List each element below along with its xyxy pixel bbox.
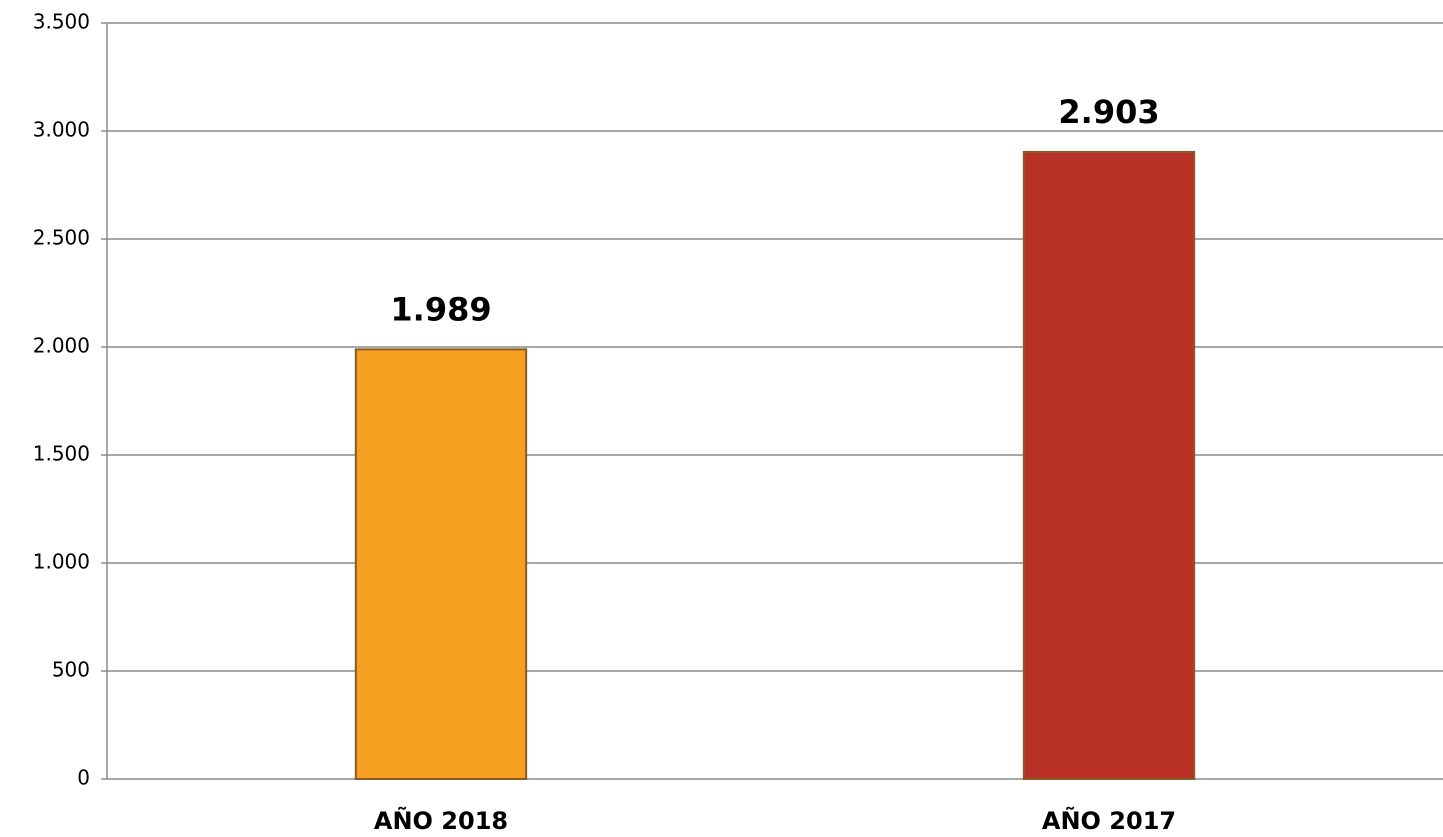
- bar: [1022, 150, 1196, 780]
- y-tick-label: 1.500: [33, 442, 90, 466]
- bar: [354, 348, 528, 780]
- y-tick-label: 2.000: [33, 334, 90, 358]
- y-tick-label: 500: [52, 658, 90, 682]
- y-tick-label: 1.000: [33, 550, 90, 574]
- y-tick-label: 2.500: [33, 226, 90, 250]
- x-tick-label: AÑO 2018: [374, 806, 508, 835]
- y-tick-label: 0: [77, 766, 90, 790]
- y-tick-label: 3.000: [33, 118, 90, 142]
- value-label: 2.903: [1058, 93, 1159, 131]
- x-tick-label: AÑO 2017: [1042, 806, 1176, 835]
- value-label: 1.989: [390, 290, 491, 328]
- y-tick-label: 3.500: [33, 10, 90, 34]
